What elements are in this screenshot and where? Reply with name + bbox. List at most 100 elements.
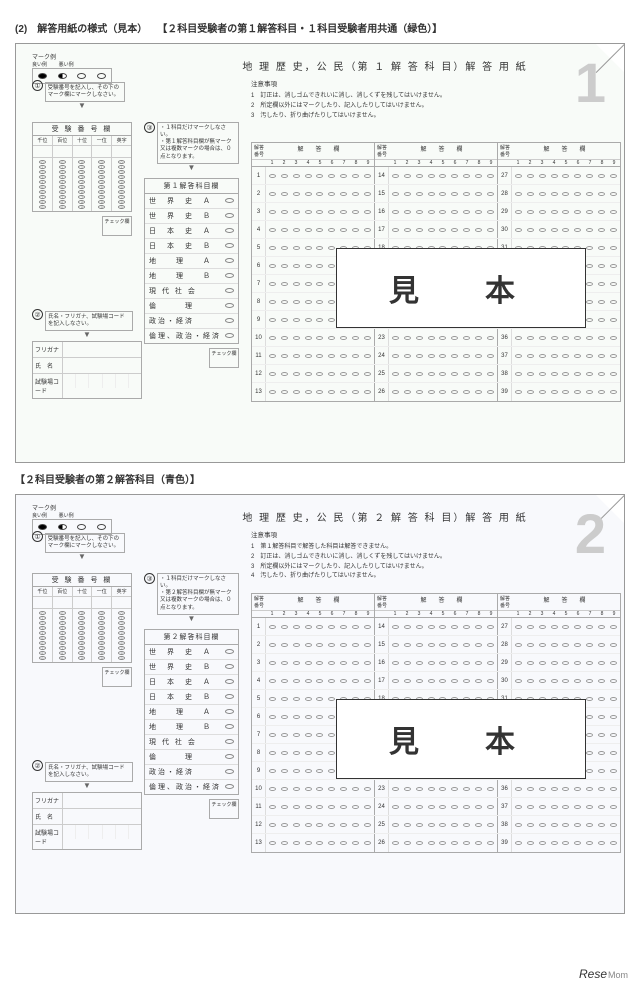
- answer-bubbles[interactable]: [266, 383, 375, 401]
- answer-bubbles[interactable]: [512, 365, 620, 382]
- exnum-write-cell[interactable]: [112, 146, 131, 158]
- answer-bubbles[interactable]: [512, 185, 620, 202]
- exnum-write-cell[interactable]: [53, 597, 72, 609]
- answer-bubbles[interactable]: [389, 654, 498, 671]
- answer-bubbles[interactable]: [512, 167, 620, 184]
- subject-bubble[interactable]: [225, 318, 234, 323]
- name-row-input[interactable]: [63, 374, 141, 398]
- answer-bubbles[interactable]: [389, 185, 498, 202]
- exnum-bubbles[interactable]: 0123456789: [53, 609, 72, 662]
- exnum-bubbles[interactable]: 0123456789: [33, 158, 52, 211]
- answer-bubbles[interactable]: [266, 834, 375, 852]
- name-row-input[interactable]: [63, 825, 141, 849]
- subject-bubble[interactable]: [225, 769, 234, 774]
- answer-bubbles[interactable]: [389, 221, 498, 238]
- subject-bubble[interactable]: [225, 754, 234, 759]
- answer-bubbles[interactable]: [512, 383, 620, 401]
- subject-bubble[interactable]: [225, 784, 234, 789]
- subject-bubble[interactable]: [225, 198, 234, 203]
- check-box[interactable]: チェック欄: [102, 667, 132, 687]
- exnum-write-cell[interactable]: [33, 597, 52, 609]
- answer-bubbles[interactable]: [389, 672, 498, 689]
- subject-bubble[interactable]: [225, 664, 234, 669]
- answer-bubbles[interactable]: [266, 636, 375, 653]
- answer-bubbles[interactable]: [266, 654, 375, 671]
- answer-bubbles[interactable]: [512, 654, 620, 671]
- answer-bubbles[interactable]: [266, 798, 375, 815]
- exnum-bubbles[interactable]: 0123456789: [92, 609, 111, 662]
- answer-bubbles[interactable]: [389, 780, 498, 797]
- subject-bubble[interactable]: [225, 649, 234, 654]
- exnum-bubbles[interactable]: 0123456789: [73, 609, 92, 662]
- subject-bubble[interactable]: [225, 724, 234, 729]
- exnum-bubbles[interactable]: 0123456789: [92, 158, 111, 211]
- subject-bubble[interactable]: [225, 679, 234, 684]
- subject-bubble[interactable]: [225, 228, 234, 233]
- answer-bubbles[interactable]: [266, 167, 375, 184]
- answer-bubbles[interactable]: [389, 329, 498, 346]
- answer-bubbles[interactable]: [266, 347, 375, 364]
- answer-bubbles[interactable]: [512, 203, 620, 220]
- answer-bubbles[interactable]: [389, 347, 498, 364]
- answer-bubbles[interactable]: [389, 834, 498, 852]
- answer-bubbles[interactable]: [512, 834, 620, 852]
- exnum-write-cell[interactable]: [112, 597, 131, 609]
- subject-bubble[interactable]: [225, 694, 234, 699]
- name-row-input[interactable]: [63, 342, 141, 357]
- answer-bubbles[interactable]: [512, 329, 620, 346]
- answer-bubbles[interactable]: [512, 221, 620, 238]
- answer-bubbles[interactable]: [389, 203, 498, 220]
- exnum-bubbles[interactable]: 0123456789: [53, 158, 72, 211]
- check-box[interactable]: チェック欄: [209, 348, 239, 368]
- answer-bubbles[interactable]: [266, 618, 375, 635]
- answer-bubbles[interactable]: [266, 329, 375, 346]
- exnum-write-cell[interactable]: [53, 146, 72, 158]
- answer-bubbles[interactable]: [389, 383, 498, 401]
- subject-bubble[interactable]: [225, 333, 234, 338]
- answer-bubbles[interactable]: [512, 816, 620, 833]
- subject-bubble[interactable]: [225, 709, 234, 714]
- answer-bubbles[interactable]: [266, 365, 375, 382]
- answer-bubbles[interactable]: [389, 636, 498, 653]
- answer-bubbles[interactable]: [389, 798, 498, 815]
- exnum-bubbles[interactable]: 0123456789: [112, 158, 131, 211]
- exnum-write-cell[interactable]: [92, 597, 111, 609]
- answer-bubbles[interactable]: [266, 780, 375, 797]
- answer-bubbles[interactable]: [266, 185, 375, 202]
- exnum-bubbles[interactable]: 0123456789: [112, 609, 131, 662]
- answer-bubbles[interactable]: [512, 798, 620, 815]
- subject-bubble[interactable]: [225, 303, 234, 308]
- answer-bubbles[interactable]: [512, 636, 620, 653]
- answer-bubbles[interactable]: [266, 672, 375, 689]
- subject-bubble[interactable]: [225, 273, 234, 278]
- answer-bubbles[interactable]: [266, 221, 375, 238]
- name-row-input[interactable]: [63, 358, 141, 373]
- answer-bubbles[interactable]: [512, 347, 620, 364]
- exnum-write-cell[interactable]: [33, 146, 52, 158]
- answer-bubbles[interactable]: [266, 816, 375, 833]
- answer-bubbles[interactable]: [512, 618, 620, 635]
- subject-bubble[interactable]: [225, 739, 234, 744]
- answer-bubbles[interactable]: [389, 365, 498, 382]
- subject-bubble[interactable]: [225, 258, 234, 263]
- name-row-input[interactable]: [63, 793, 141, 808]
- answer-bubbles[interactable]: [512, 672, 620, 689]
- name-row-label: フリガナ: [33, 793, 63, 808]
- check-box[interactable]: チェック欄: [102, 216, 132, 236]
- subject-bubble[interactable]: [225, 213, 234, 218]
- answer-bubbles[interactable]: [389, 816, 498, 833]
- check-box[interactable]: チェック欄: [209, 799, 239, 819]
- exnum-col-header: 千位: [33, 587, 52, 597]
- subject-bubble[interactable]: [225, 288, 234, 293]
- exnum-write-cell[interactable]: [73, 597, 92, 609]
- name-row-input[interactable]: [63, 809, 141, 824]
- exnum-write-cell[interactable]: [73, 146, 92, 158]
- exnum-write-cell[interactable]: [92, 146, 111, 158]
- subject-bubble[interactable]: [225, 243, 234, 248]
- answer-bubbles[interactable]: [266, 203, 375, 220]
- exnum-bubbles[interactable]: 0123456789: [73, 158, 92, 211]
- exnum-bubbles[interactable]: 0123456789: [33, 609, 52, 662]
- answer-bubbles[interactable]: [389, 618, 498, 635]
- answer-bubbles[interactable]: [389, 167, 498, 184]
- answer-bubbles[interactable]: [512, 780, 620, 797]
